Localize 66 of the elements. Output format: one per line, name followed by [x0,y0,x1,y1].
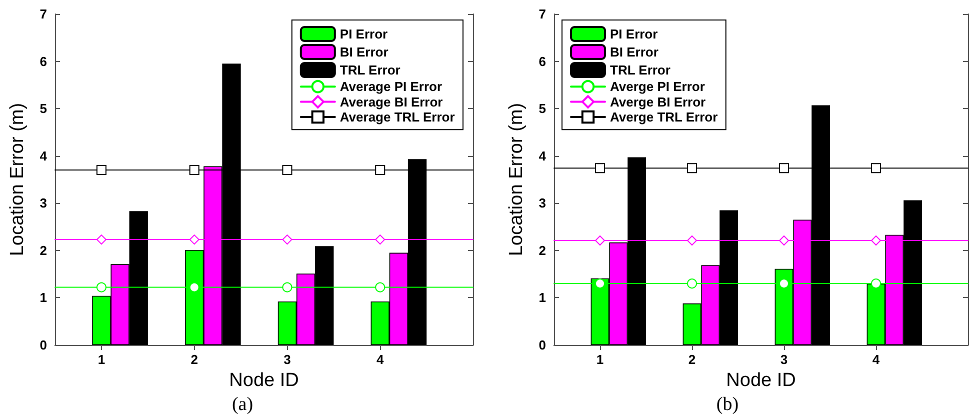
point [96,165,106,176]
x-tick-label: 1 [596,352,604,367]
y-tick-label: 6 [40,54,47,69]
legend-label: TRL Error [340,62,400,78]
point [687,236,697,246]
legend-label: Average PI Error [340,79,442,94]
y-tick-label: 7 [538,6,546,22]
legend-label: PI Error [340,26,388,42]
legend-label: BI Error [340,44,388,60]
x-tick-label: 1 [98,352,106,367]
legend-label: Averge BI Error [610,94,706,110]
point [375,234,386,245]
point [871,236,881,246]
point [871,278,881,289]
legend-label: Average TRL Error [340,110,455,124]
x-tick-label: 4 [872,352,880,367]
point [282,282,292,292]
y-tick-label: 1 [40,290,47,306]
y-tick-label: 5 [538,101,546,116]
legend-label: PI Error [610,26,658,42]
x-tick-label: 2 [688,352,696,367]
y-tick-label: 6 [538,54,546,69]
point [375,282,386,292]
y-tick-label: 0 [40,338,47,352]
text: (b) [716,394,739,415]
point [871,163,881,174]
legend-label: Average BI Error [340,94,443,110]
point [779,163,789,174]
y-tick-label: 0 [538,338,546,352]
y-tick-label: 1 [538,290,546,306]
y-tick-label: 4 [538,148,547,164]
point [96,234,106,245]
legend-label: TRL Error [610,62,670,78]
legend-label: Averge TRL Error [610,110,718,124]
point [96,282,106,292]
y-tick-label: 5 [40,101,47,116]
text: (a) [232,394,254,415]
y-axis-title: Location Error (m) [506,102,527,256]
legend-label: BI Error [610,44,658,60]
y-axis-title: Location Error (m) [7,102,28,256]
legend-label: Averge PI Error [610,79,705,94]
point [779,236,789,246]
point [595,163,605,174]
point [189,282,200,292]
x-axis-title: Node ID [229,370,299,391]
y-tick-label: 7 [40,6,47,22]
point [375,165,386,176]
x-tick-label: 2 [190,352,198,367]
point [779,278,789,289]
y-tick-label: 2 [538,242,546,258]
point [282,234,292,245]
x-tick-label: 3 [284,352,291,367]
y-tick-label: 2 [40,242,47,258]
y-tick-label: 3 [40,196,47,211]
point [687,163,697,174]
point [189,165,200,176]
x-tick-label: 4 [376,352,384,367]
point [595,236,605,246]
point [687,278,697,289]
x-axis-title: Node ID [726,370,796,391]
point [282,165,292,176]
point [595,278,605,289]
point [189,234,200,245]
y-tick-label: 3 [538,196,546,211]
x-tick-label: 3 [780,352,788,367]
y-tick-label: 4 [40,148,48,164]
